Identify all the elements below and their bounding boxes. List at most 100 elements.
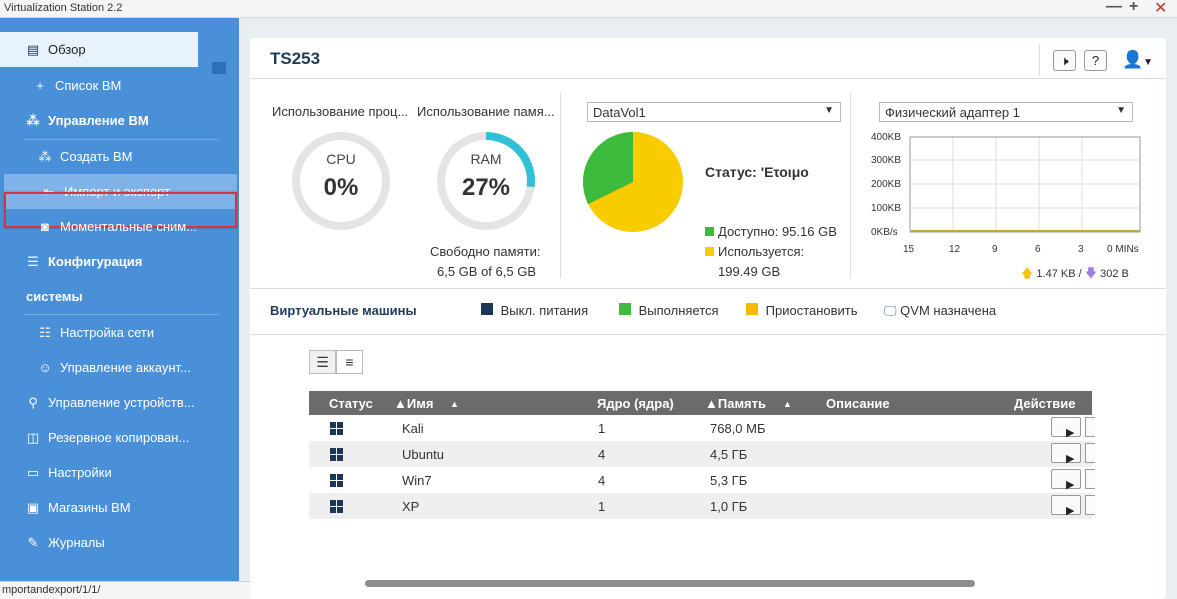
- ram-gauge-arc: [437, 132, 535, 230]
- horizontal-scrollbar[interactable]: [365, 580, 975, 587]
- volume-select[interactable]: DataVol1 ▼: [587, 102, 841, 122]
- sidebar-item-config[interactable]: ☰ Конфигурация: [0, 244, 239, 279]
- storage-available-text: Доступно: 95.16 GB: [718, 224, 837, 239]
- sidebar-item-label: Журналы: [48, 535, 105, 550]
- sidebar-item-vm-management[interactable]: ⁂ Управление ВМ: [0, 103, 239, 138]
- column-memory[interactable]: ▲Память: [705, 396, 767, 411]
- legend-qvm: 🖵 QVM назначена: [884, 303, 996, 319]
- sidebar-item-vm-list[interactable]: + Список ВМ: [0, 68, 239, 103]
- chart-gridlines: [911, 136, 1140, 232]
- vm-section-title: Виртуальные машины: [270, 303, 417, 318]
- sidebar-item-stores[interactable]: ▣ Магазины ВМ: [0, 490, 239, 525]
- cpu-gauge-value: 0%: [323, 174, 359, 201]
- sort-arrow-icon[interactable]: ▲: [450, 399, 459, 409]
- divider: [1039, 44, 1040, 76]
- main-panel: TS253 🕨 ? 👤▼ Использование проц... Испол…: [250, 38, 1166, 599]
- chevron-down-icon: ▼: [1143, 57, 1154, 68]
- start-vm-button[interactable]: ▶: [1051, 495, 1081, 517]
- y-tick-label: 200KB: [871, 179, 901, 190]
- divider: [250, 288, 1166, 289]
- sidebar-item-settings[interactable]: ▭ Настройки: [0, 455, 239, 490]
- column-action[interactable]: Действие: [1014, 396, 1076, 411]
- running-square-icon: [619, 303, 631, 315]
- minimize-button[interactable]: —: [1106, 0, 1122, 15]
- cluster-icon: ⁂: [26, 112, 40, 128]
- storage-pie-chart: [583, 132, 683, 232]
- window-titlebar: Virtualization Station 2.2 — + ✕: [0, 0, 1177, 18]
- divider: [250, 334, 1166, 335]
- x-tick-label: 12: [949, 244, 961, 255]
- play-icon: ▶: [1066, 505, 1075, 517]
- sidebar-item-accounts[interactable]: ☺ Управление аккаунт...: [0, 350, 239, 385]
- legend-label: Выкл. питания: [500, 303, 589, 318]
- table-row[interactable]: Win7 4 5,3 ГБ ▶: [309, 467, 1095, 493]
- x-tick-label: 9: [992, 244, 998, 255]
- database-icon: ☷: [39, 324, 51, 340]
- adapter-select[interactable]: Физический адаптер 1 ▼: [879, 102, 1133, 122]
- users-icon: ☺: [38, 360, 52, 375]
- sidebar-item-logs[interactable]: ✎ Журналы: [0, 525, 239, 560]
- start-vm-button[interactable]: ▶: [1051, 443, 1081, 465]
- speaker-button[interactable]: 🕨: [1053, 50, 1076, 71]
- start-vm-button[interactable]: ▶: [1051, 417, 1081, 439]
- column-cores[interactable]: Ядро (ядра): [597, 396, 674, 411]
- sidebar-item-config-line2[interactable]: системы: [0, 279, 239, 314]
- vm-cores: 1: [598, 421, 606, 436]
- monitor-icon: 🖵: [884, 303, 897, 318]
- column-status[interactable]: Статус: [329, 396, 373, 411]
- sidebar-item-label: Обзор: [48, 42, 86, 57]
- ram-usage-label: Использование памя...: [417, 104, 555, 119]
- vm-memory: 4,5 ГБ: [710, 447, 748, 462]
- column-description[interactable]: Описание: [826, 396, 890, 411]
- free-memory-label: Свободно памяти:: [430, 244, 541, 259]
- y-tick-label: 400KB: [871, 132, 901, 143]
- usb-icon: ⚲: [28, 394, 38, 410]
- sidebar-item-network[interactable]: ☷ Настройка сети: [0, 315, 239, 350]
- sidebar-item-label: Управление аккаунт...: [60, 360, 191, 375]
- more-actions-button[interactable]: [1085, 495, 1095, 515]
- detail-view-button[interactable]: ☰: [309, 350, 336, 374]
- list-view-button[interactable]: ≡: [336, 350, 363, 374]
- storage-used-label: Используется:: [718, 244, 805, 259]
- sidebar-item-devices[interactable]: ⚲ Управление устройств...: [0, 385, 239, 420]
- sidebar-item-overview[interactable]: ▤ Обзор: [0, 32, 198, 67]
- cpu-usage-label: Использование проц...: [272, 104, 409, 119]
- sidebar-collapse-icon[interactable]: [212, 62, 226, 74]
- user-menu[interactable]: 👤▼: [1122, 50, 1153, 70]
- sidebar-item-snapshots[interactable]: ◙ Моментальные сним...: [0, 209, 239, 244]
- x-tick-label: 6: [1035, 244, 1041, 255]
- powered-off-square-icon: [481, 303, 493, 315]
- sidebar-item-label: Магазины ВМ: [48, 500, 131, 515]
- start-vm-button[interactable]: ▶: [1051, 469, 1081, 491]
- adapter-select-value: Физический адаптер 1: [885, 105, 1020, 120]
- sort-arrow-icon[interactable]: ▲: [783, 399, 792, 409]
- sidebar-item-create-vm[interactable]: ⁂ Создать ВМ: [0, 139, 239, 174]
- divider: [24, 314, 219, 315]
- play-icon: ▶: [1066, 479, 1075, 491]
- more-actions-button[interactable]: [1085, 417, 1095, 437]
- maximize-button[interactable]: +: [1129, 0, 1139, 15]
- vm-memory: 5,3 ГБ: [710, 473, 748, 488]
- column-name[interactable]: ▲Имя: [394, 396, 434, 411]
- sidebar-item-backup[interactable]: ◫ Резервное копирован...: [0, 420, 239, 455]
- legend-label: Приостановить: [765, 303, 858, 318]
- close-button[interactable]: ✕: [1154, 0, 1168, 17]
- y-tick-label: 0KB/s: [871, 227, 898, 238]
- sidebar-item-label: Импорт и экспорт: [64, 184, 171, 199]
- more-actions-button[interactable]: [1085, 469, 1095, 489]
- more-actions-button[interactable]: [1085, 443, 1095, 463]
- volume-select-value: DataVol1: [593, 105, 646, 120]
- table-row[interactable]: XP 1 1,0 ГБ ▶: [309, 493, 1095, 519]
- list-icon: ▤: [26, 41, 40, 57]
- chevron-down-icon: ▼: [1116, 105, 1126, 116]
- window-title: Virtualization Station 2.2: [4, 2, 123, 14]
- green-square-icon: [705, 227, 714, 236]
- table-row[interactable]: Ubuntu 4 4,5 ГБ ▶: [309, 441, 1095, 467]
- legend-label: Выполняется: [638, 303, 719, 318]
- table-row[interactable]: Kali 1 768,0 МБ ▶: [309, 415, 1095, 441]
- ram-gauge: [437, 132, 535, 230]
- storage-available: Доступно: 95.16 GB: [705, 224, 837, 239]
- sidebar-item-import-export[interactable]: ⇤ Импорт и экспорт: [4, 174, 237, 209]
- vm-powered-off-icon: [330, 500, 343, 513]
- help-button[interactable]: ?: [1084, 50, 1107, 71]
